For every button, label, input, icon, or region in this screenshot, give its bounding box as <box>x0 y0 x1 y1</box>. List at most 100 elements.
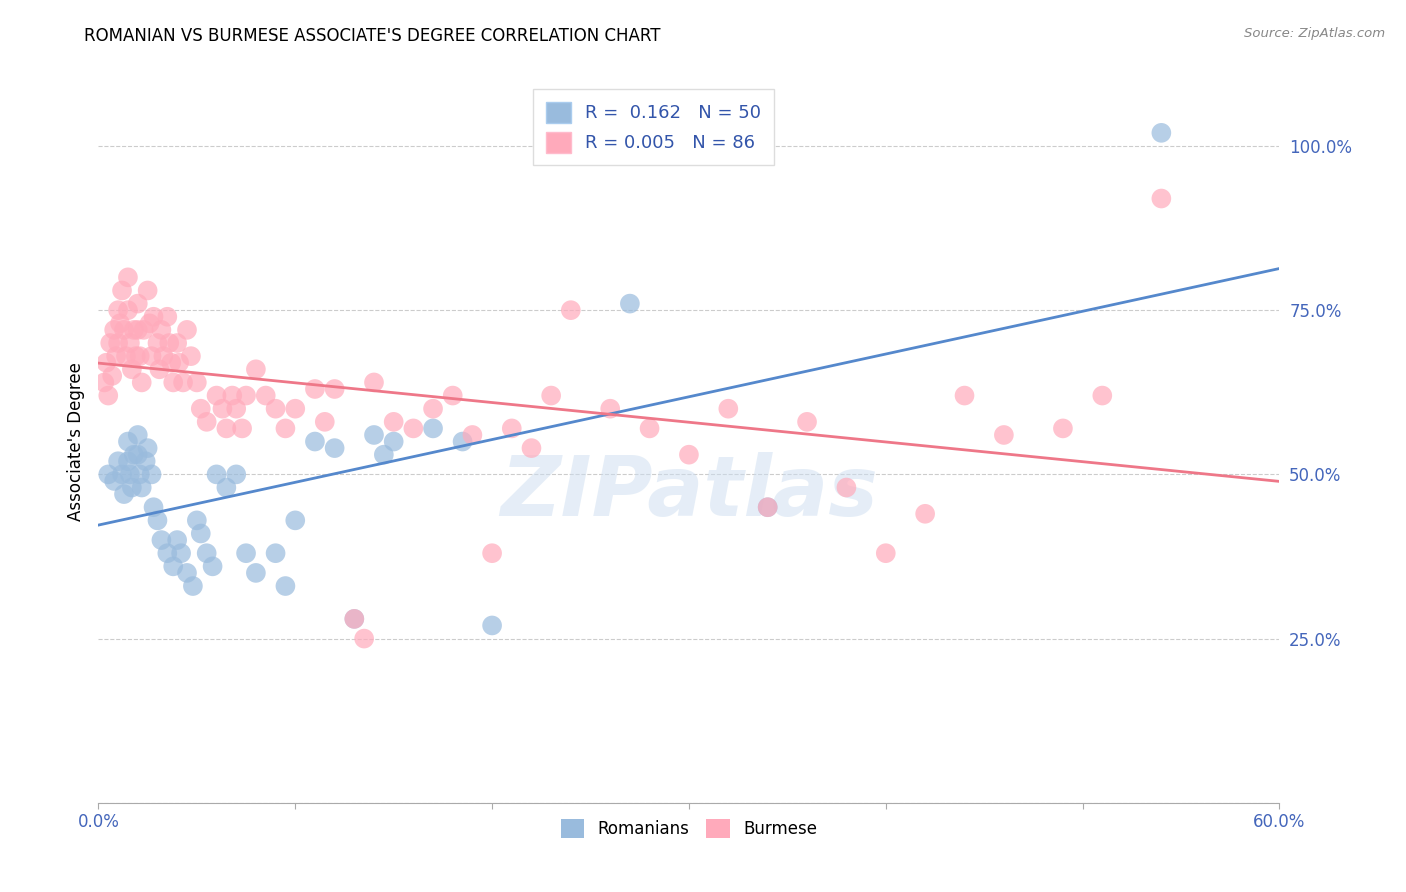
Point <box>98 336 121 351</box>
Point <box>118 467 141 482</box>
Point <box>131 376 153 390</box>
Point <box>172 376 194 390</box>
Point <box>117 434 139 449</box>
Point <box>107 303 129 318</box>
Point <box>235 546 257 560</box>
Point <box>108 316 131 330</box>
Point <box>181 579 204 593</box>
Point <box>128 467 150 482</box>
Point <box>162 559 184 574</box>
Point <box>225 467 247 482</box>
Point <box>112 487 135 501</box>
Point <box>363 376 385 390</box>
Point <box>135 454 157 468</box>
Point <box>138 316 160 330</box>
Legend: Romanians, Burmese: Romanians, Burmese <box>554 813 824 845</box>
Point <box>111 284 134 298</box>
Point <box>101 368 124 383</box>
Point <box>201 559 224 574</box>
Point <box>441 388 464 402</box>
Point <box>122 448 145 462</box>
Point <box>141 467 163 482</box>
Point <box>122 323 145 337</box>
Point <box>150 533 173 547</box>
Point <box>461 428 484 442</box>
Point <box>141 349 163 363</box>
Point <box>107 336 129 351</box>
Point <box>875 546 897 560</box>
Point <box>150 323 173 337</box>
Point <box>97 467 120 482</box>
Point <box>304 434 326 449</box>
Point <box>131 481 153 495</box>
Point <box>176 566 198 580</box>
Point <box>796 415 818 429</box>
Point <box>132 323 155 337</box>
Point <box>190 526 212 541</box>
Point <box>195 415 218 429</box>
Point <box>363 428 385 442</box>
Point <box>215 421 238 435</box>
Point <box>125 349 148 363</box>
Point <box>1052 421 1074 435</box>
Point <box>146 336 169 351</box>
Point <box>118 336 141 351</box>
Point <box>136 284 159 298</box>
Point <box>323 382 346 396</box>
Point <box>215 481 238 495</box>
Point <box>638 421 661 435</box>
Point <box>382 415 405 429</box>
Point <box>186 376 208 390</box>
Point <box>211 401 233 416</box>
Point <box>245 566 267 580</box>
Point <box>166 336 188 351</box>
Point <box>162 376 184 390</box>
Point <box>142 310 165 324</box>
Point <box>148 362 170 376</box>
Point <box>96 356 118 370</box>
Point <box>112 323 135 337</box>
Point <box>501 421 523 435</box>
Point <box>176 323 198 337</box>
Point <box>157 336 180 351</box>
Point <box>231 421 253 435</box>
Point <box>186 513 208 527</box>
Point <box>121 481 143 495</box>
Point <box>93 376 115 390</box>
Point <box>481 546 503 560</box>
Point <box>152 349 174 363</box>
Point <box>373 448 395 462</box>
Point <box>402 421 425 435</box>
Text: ROMANIAN VS BURMESE ASSOCIATE'S DEGREE CORRELATION CHART: ROMANIAN VS BURMESE ASSOCIATE'S DEGREE C… <box>84 27 661 45</box>
Point <box>835 481 858 495</box>
Point <box>195 546 218 560</box>
Point <box>107 454 129 468</box>
Point <box>97 388 120 402</box>
Point <box>127 428 149 442</box>
Point <box>115 349 138 363</box>
Point <box>678 448 700 462</box>
Point <box>382 434 405 449</box>
Point <box>117 303 139 318</box>
Point <box>560 303 582 318</box>
Point <box>1091 388 1114 402</box>
Point <box>142 500 165 515</box>
Point <box>127 323 149 337</box>
Point <box>117 454 139 468</box>
Point <box>121 362 143 376</box>
Point <box>451 434 474 449</box>
Point <box>180 349 202 363</box>
Point <box>756 500 779 515</box>
Point <box>422 401 444 416</box>
Point <box>205 388 228 402</box>
Point <box>103 323 125 337</box>
Point <box>274 579 297 593</box>
Point <box>254 388 277 402</box>
Point <box>481 618 503 632</box>
Point <box>221 388 243 402</box>
Point <box>111 467 134 482</box>
Point <box>264 401 287 416</box>
Point <box>284 401 307 416</box>
Point <box>156 546 179 560</box>
Point <box>225 401 247 416</box>
